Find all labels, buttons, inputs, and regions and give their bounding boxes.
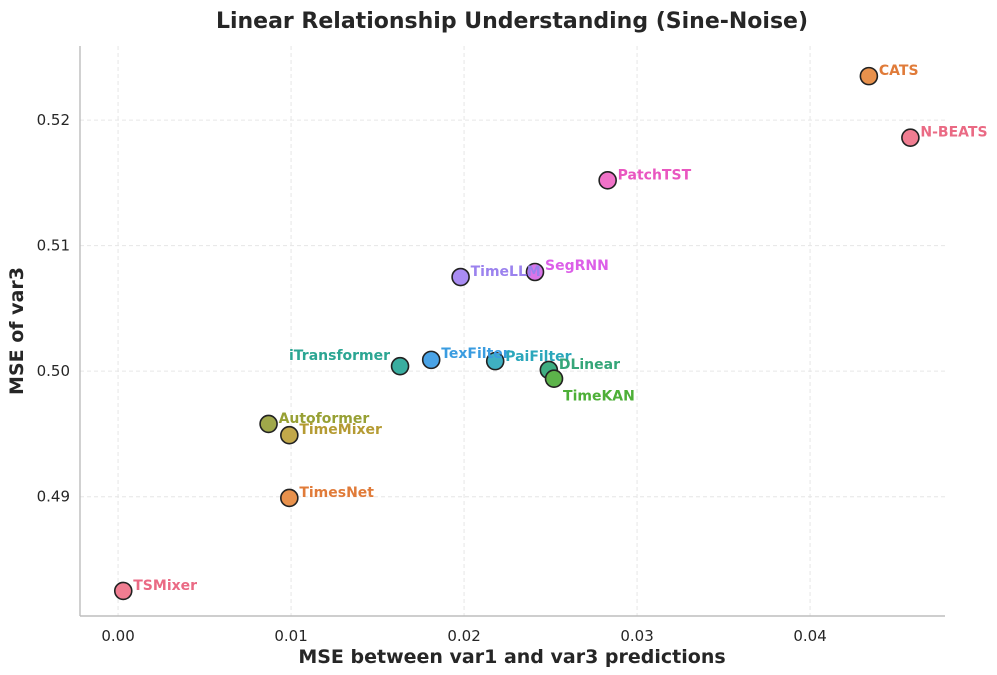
scatter-point [280, 425, 299, 445]
y-tick-label: 0.51 [37, 237, 70, 255]
point-label: TexFilter [441, 346, 510, 362]
scatter-point [859, 66, 879, 86]
x-tick-labels: 0.00 0.01 0.02 0.03 0.04 [101, 627, 826, 645]
scatter-point [280, 488, 299, 508]
x-tick-label: 0.02 [447, 627, 480, 645]
grid [80, 46, 945, 616]
y-axis-label: MSE of var3 [6, 267, 28, 395]
point-label: TSMixer [133, 578, 197, 594]
scatter-point [113, 581, 133, 601]
y-tick-label: 0.52 [37, 111, 70, 129]
point-label: TimesNet [299, 485, 374, 501]
point-label: TimeMixer [299, 422, 382, 438]
x-tick-label: 0.03 [620, 627, 653, 645]
data-points [113, 66, 920, 601]
point-label: TimeLLM [471, 264, 541, 280]
x-tick-label: 0.04 [793, 627, 826, 645]
y-tick-label: 0.50 [37, 362, 70, 380]
point-label: TimeKAN [563, 389, 635, 405]
scatter-point [421, 350, 441, 370]
point-label: CATS [879, 63, 919, 79]
scatter-point [259, 414, 278, 434]
point-label: iTransformer [289, 348, 390, 364]
scatter-point [451, 267, 470, 287]
x-axis-label: MSE between var1 and var3 predictions [298, 646, 725, 668]
scatter-point [390, 356, 410, 376]
scatter-point [485, 351, 505, 371]
scatter-point [901, 128, 920, 147]
x-tick-label: 0.01 [274, 627, 307, 645]
point-labels: CATS N-BEATS PatchTST TimeLLM SegRNN iTransfo… [133, 63, 987, 594]
point-label: N-BEATS [920, 125, 987, 141]
point-label: PaiFilter [505, 349, 571, 365]
x-tick-label: 0.00 [101, 627, 134, 645]
scatter-point [598, 171, 617, 190]
y-tick-labels: 0.49 0.50 0.51 0.52 [37, 111, 70, 506]
scatter-point [544, 369, 564, 389]
y-tick-label: 0.49 [37, 488, 70, 506]
point-label: Autoformer [279, 411, 370, 427]
point-label: DLinear [559, 357, 620, 373]
scatter-point [525, 262, 545, 282]
chart-title: Linear Relationship Understanding (Sine-… [216, 9, 808, 34]
point-label: SegRNN [545, 258, 609, 274]
point-label: PatchTST [618, 167, 692, 183]
axes [79, 46, 945, 617]
